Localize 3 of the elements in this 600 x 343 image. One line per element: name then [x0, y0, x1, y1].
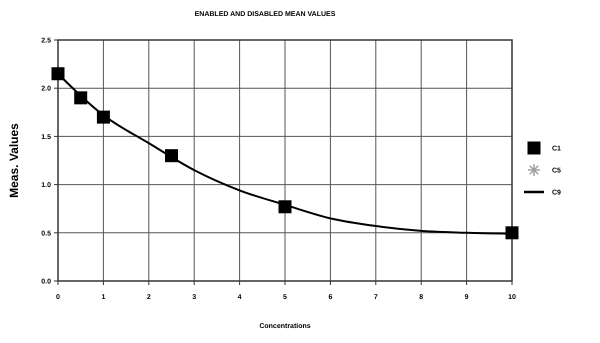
point: [506, 226, 518, 240]
y-axis-title: Meas. Values: [7, 122, 21, 198]
point: [52, 67, 64, 80]
